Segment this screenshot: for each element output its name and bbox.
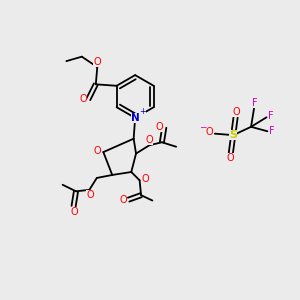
Text: S: S <box>229 130 237 140</box>
Text: O: O <box>205 127 213 137</box>
Text: O: O <box>226 153 234 163</box>
Text: O: O <box>94 146 101 157</box>
Text: O: O <box>94 57 101 67</box>
Text: O: O <box>119 195 127 205</box>
Text: O: O <box>79 94 87 104</box>
Text: O: O <box>232 107 240 117</box>
Text: −: − <box>199 123 206 132</box>
Text: O: O <box>146 135 153 145</box>
Text: O: O <box>142 174 149 184</box>
Text: O: O <box>155 122 163 132</box>
Text: N: N <box>131 113 140 123</box>
Text: F: F <box>268 111 274 121</box>
Text: O: O <box>86 190 94 200</box>
Text: F: F <box>252 98 257 108</box>
Text: +: + <box>139 107 146 116</box>
Text: O: O <box>70 206 78 217</box>
Text: F: F <box>269 126 275 136</box>
